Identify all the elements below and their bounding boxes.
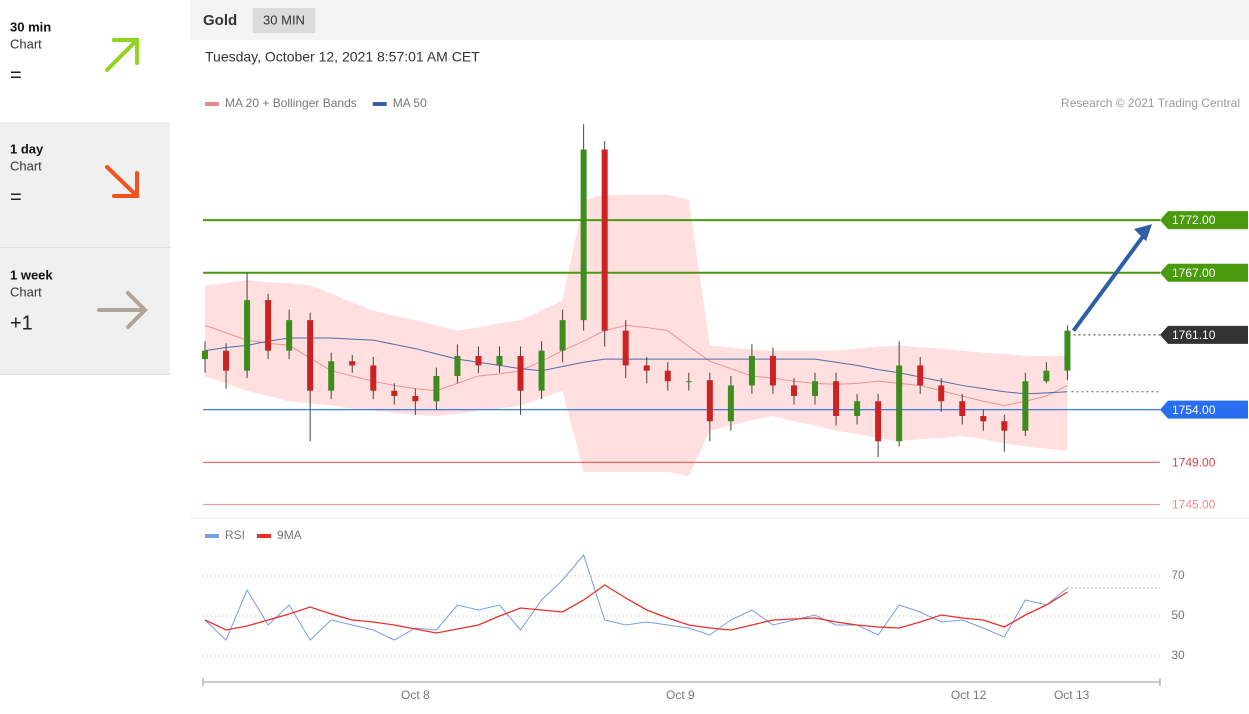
legend-label: MA 50	[393, 96, 427, 110]
candle-body	[812, 381, 819, 396]
header-bar	[190, 0, 1249, 40]
x-tick-label: Oct 13	[1054, 688, 1090, 702]
candle-body	[433, 375, 440, 402]
candle-body	[244, 300, 251, 371]
level-label: 1754.00	[1172, 403, 1216, 417]
candle-body	[1022, 381, 1029, 431]
candle-body	[349, 361, 356, 366]
bollinger-band	[205, 194, 1068, 477]
period: 30 min	[10, 19, 51, 34]
candle-body	[833, 381, 840, 416]
y-tick-label: 50	[1171, 608, 1185, 622]
credit: Research © 2021 Trading Central	[1061, 96, 1240, 110]
candle-body	[643, 365, 650, 371]
y-tick-label: 30	[1171, 648, 1185, 662]
candle-body	[769, 355, 776, 386]
candle-body	[307, 320, 314, 391]
timeframe: 30 MIN	[263, 12, 305, 27]
chart-label: Chart	[10, 36, 42, 51]
level-label: 1749.00	[1172, 456, 1216, 470]
candle-body	[748, 355, 755, 386]
rsi-line	[204, 553, 1068, 641]
candle-body	[1043, 370, 1050, 382]
candle-body	[223, 350, 230, 371]
candle-body	[685, 381, 692, 383]
level-tag	[1160, 400, 1248, 419]
level-label: 1761.10	[1172, 328, 1216, 342]
level-tag	[1160, 211, 1248, 230]
candle-body	[980, 415, 987, 422]
sidebar-item[interactable]	[0, 0, 170, 122]
candle-body	[265, 300, 272, 351]
candle-body	[475, 355, 482, 366]
level-label: 1772.00	[1172, 213, 1216, 227]
candle-body	[959, 401, 966, 416]
candle-body	[896, 365, 903, 442]
ma-line	[204, 337, 1068, 395]
candle-body	[727, 385, 734, 422]
candle-body	[202, 350, 208, 360]
chart-label: Chart	[10, 284, 42, 299]
x-tick-label: Oct 12	[951, 688, 987, 702]
candle-body	[1001, 421, 1008, 431]
signal: +1	[10, 312, 33, 334]
level-tag	[1160, 325, 1248, 344]
x-tick-label: Oct 9	[666, 688, 695, 702]
chart-label: Chart	[10, 158, 42, 173]
period: 1 week	[10, 267, 53, 282]
candle-body	[328, 361, 335, 391]
candle-body	[538, 350, 545, 391]
instrument: Gold	[203, 12, 237, 29]
candle-body	[496, 355, 503, 366]
legend-label: 9MA	[277, 528, 302, 542]
arrow-down-icon	[105, 165, 139, 198]
candle-body	[601, 149, 608, 331]
arrow-right-icon	[97, 291, 148, 329]
signal: =	[10, 186, 22, 208]
candle-body	[391, 390, 398, 396]
projection-arrowhead	[1134, 224, 1152, 242]
candle-body	[517, 355, 524, 391]
legend-label: MA 20 + Bollinger Bands	[225, 96, 357, 110]
candle-body	[622, 330, 629, 366]
projection-arrow	[1071, 233, 1146, 332]
candle-body	[917, 365, 924, 386]
arrow-up-icon	[105, 38, 139, 72]
candle-body	[286, 320, 293, 351]
candle-body	[580, 149, 587, 321]
period: 1 day	[10, 141, 44, 156]
ma-line	[204, 324, 1068, 406]
rsi-line	[204, 584, 1068, 634]
candle-body	[370, 365, 377, 391]
candle-body	[559, 320, 566, 351]
candle-body	[1064, 330, 1071, 371]
level-label: 1767.00	[1172, 266, 1216, 280]
legend-label: RSI	[225, 528, 245, 542]
candle-body	[706, 380, 713, 422]
sidebar-item[interactable]	[0, 122, 170, 247]
level-label: 1745.00	[1172, 498, 1216, 512]
timestamp: Tuesday, October 12, 2021 8:57:01 AM CET	[205, 49, 480, 65]
candle-body	[875, 401, 882, 442]
x-tick-label: Oct 8	[401, 688, 430, 702]
candle-body	[938, 385, 945, 402]
candle-body	[854, 401, 861, 416]
signal: =	[10, 64, 22, 86]
timeframe-badge	[253, 8, 315, 33]
candle-body	[454, 355, 461, 376]
candle-body	[664, 370, 671, 382]
candle-body	[412, 395, 419, 402]
candle-body	[790, 385, 797, 396]
y-tick-label: 70	[1171, 568, 1185, 582]
level-tag	[1160, 263, 1248, 282]
